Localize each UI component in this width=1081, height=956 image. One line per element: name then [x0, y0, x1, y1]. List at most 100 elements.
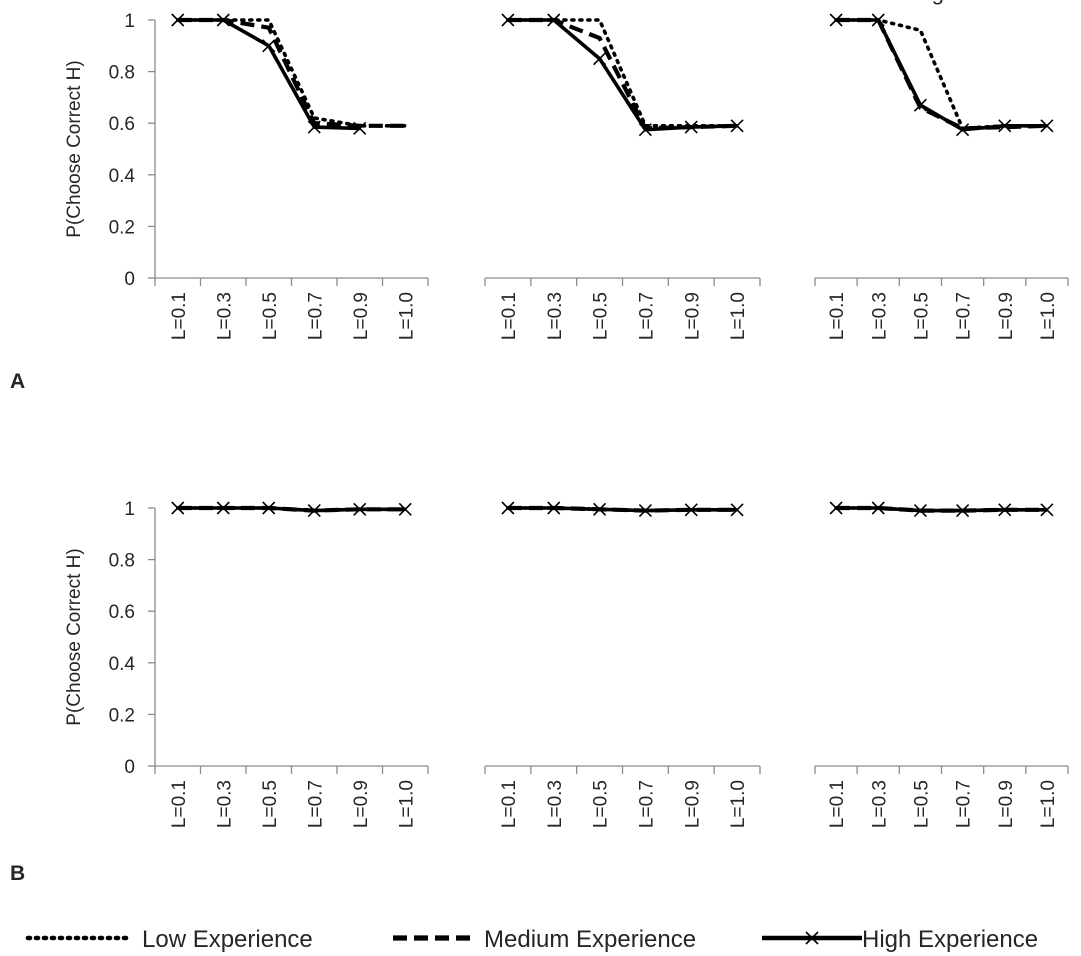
y-tick-label: 0.4 — [109, 166, 136, 187]
x-tick-label: L=0.5 — [591, 780, 612, 828]
marker-stroke — [638, 504, 652, 518]
data-point-x-marker — [684, 120, 698, 134]
data-point-x-marker — [307, 120, 321, 134]
data-point-x-marker — [998, 119, 1012, 133]
marker-stroke — [956, 123, 970, 137]
data-point-x-marker — [398, 502, 412, 516]
x-tick-label: L=1.0 — [728, 292, 749, 340]
y-tick-label: 0 — [124, 757, 135, 778]
x-tick-label: L=1.0 — [728, 780, 749, 828]
x-tick-label: L=0.3 — [214, 780, 235, 828]
data-point-x-marker — [871, 501, 885, 515]
data-point-x-marker — [1040, 119, 1054, 133]
y-axis-label: P(Choose Correct H) — [64, 548, 85, 725]
marker-stroke — [547, 501, 561, 515]
marker-stroke — [216, 501, 230, 515]
marker-stroke — [353, 121, 367, 135]
data-point-x-marker — [829, 13, 843, 27]
data-point-x-marker — [353, 502, 367, 516]
marker-stroke — [638, 123, 652, 137]
legend-label: Low Experience — [142, 926, 313, 953]
y-tick-label: 0.2 — [109, 217, 135, 238]
marker-stroke — [593, 502, 607, 516]
panel-title: Weak Focal — [234, 0, 350, 5]
y-axis-label: P(Choose Correct H) — [64, 60, 85, 237]
chart-panel-4: Weak Focal L=0.1 L=0.3 L=0.5 L=0.7 L=0.9 L=1.0… — [64, 0, 429, 828]
legend: Low Experience Medium Experience High Expe… — [25, 926, 1038, 953]
legend-label: High Experience — [862, 926, 1038, 953]
x-tick-label: L=0.5 — [911, 780, 932, 828]
data-point-x-marker — [216, 13, 230, 27]
legend-marker — [805, 931, 819, 945]
y-tick-label: 0.8 — [109, 551, 135, 572]
panel-label-b: B — [10, 862, 25, 885]
data-point-x-marker — [171, 13, 185, 27]
marker-stroke — [262, 39, 276, 53]
marker-stroke — [216, 13, 230, 27]
x-tick-label: L=0.1 — [499, 292, 520, 340]
data-point-x-marker — [1040, 503, 1054, 517]
x-tick-label: L=0.9 — [351, 292, 372, 340]
x-tick-label: L=0.7 — [305, 780, 326, 828]
y-tick-label: 0.6 — [109, 114, 135, 135]
data-point-x-marker — [353, 121, 367, 135]
data-point-x-marker — [684, 503, 698, 517]
x-tick-label: L=0.3 — [214, 292, 235, 340]
data-point-x-marker — [501, 13, 515, 27]
x-tick-label: L=0.9 — [996, 292, 1017, 340]
series-line-2 — [177, 17, 406, 128]
x-tick-label: L=0.3 — [869, 780, 890, 828]
chart-panel-6: Strong Focal L=0.1 L=0.3 L=0.5 L=0.7 L=0.9 L=1… — [814, 0, 1069, 828]
series-line-3 — [507, 506, 738, 513]
data-point-x-marker — [593, 502, 607, 516]
marker-stroke — [871, 501, 885, 515]
series-line-3 — [177, 506, 406, 513]
data-point-x-marker — [216, 501, 230, 515]
marker-stroke — [501, 13, 515, 27]
x-tick-label: L=1.0 — [396, 780, 417, 828]
data-point-x-marker — [638, 123, 652, 137]
y-tick-label: 1 — [124, 11, 135, 32]
x-tick-label: L=0.7 — [305, 292, 326, 340]
x-tick-label: L=0.7 — [636, 780, 657, 828]
x-tick-label: L=0.1 — [827, 292, 848, 340]
legend-item: Medium Experience — [393, 926, 696, 953]
marker-stroke — [307, 120, 321, 134]
y-tick-label: 0.6 — [109, 602, 135, 623]
series-line-3 — [836, 506, 1047, 513]
data-point-x-marker — [913, 504, 927, 518]
data-point-x-marker — [829, 501, 843, 515]
marker-stroke — [829, 501, 843, 515]
chart-panel-1: L=0.1 L=0.3 L=0.5 L=0.7 L=0.9 L=1.0 0 0.2 0.4 0.6… — [64, 11, 429, 340]
marker-stroke — [684, 120, 698, 134]
x-tick-label: L=0.3 — [545, 780, 566, 828]
x-tick-label: L=0.9 — [682, 780, 703, 828]
marker-stroke — [829, 13, 843, 27]
marker-stroke — [353, 502, 367, 516]
data-point-x-marker — [171, 501, 185, 515]
x-tick-label: L=0.5 — [911, 292, 932, 340]
x-tick-label: L=1.0 — [1038, 292, 1059, 340]
series-line-3 — [836, 18, 1047, 132]
x-tick-label: L=0.7 — [954, 292, 975, 340]
data-point-x-marker — [547, 501, 561, 515]
panel-label-a: A — [10, 370, 25, 393]
x-tick-label: L=0.1 — [499, 780, 520, 828]
marker-stroke — [998, 119, 1012, 133]
chart-panel-3: L=0.1 L=0.3 L=0.5 L=0.7 L=0.9 L=1.0 — [814, 13, 1069, 340]
y-tick-label: 0.4 — [109, 654, 136, 675]
legend-label: Medium Experience — [484, 926, 696, 953]
data-point-x-marker — [998, 503, 1012, 517]
marker-stroke — [262, 501, 276, 515]
x-tick-label: L=0.1 — [169, 292, 190, 340]
marker-stroke — [684, 503, 698, 517]
marker-stroke — [871, 13, 885, 27]
data-point-x-marker — [501, 501, 515, 515]
marker-stroke — [547, 13, 561, 27]
data-point-x-marker — [956, 504, 970, 518]
data-point-x-marker — [262, 39, 276, 53]
x-tick-label: L=0.5 — [260, 780, 281, 828]
marker-stroke — [593, 52, 607, 66]
x-tick-label: L=0.7 — [636, 292, 657, 340]
x-tick-label: L=0.3 — [545, 292, 566, 340]
